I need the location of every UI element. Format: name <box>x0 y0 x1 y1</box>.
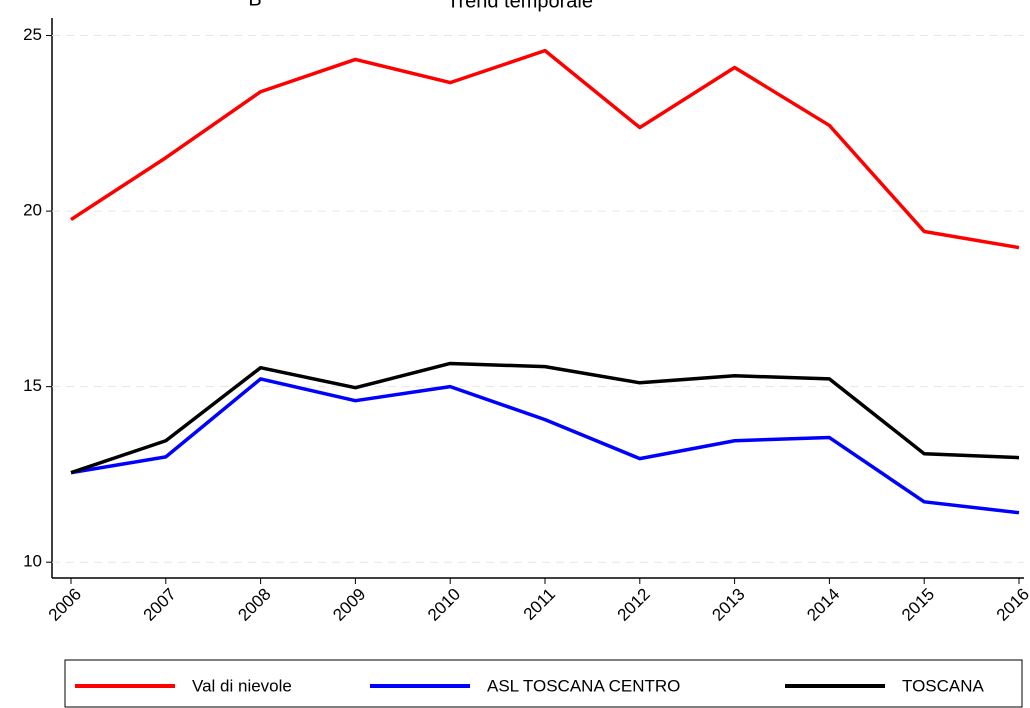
legend-box <box>64 659 1023 708</box>
chart-title: Trend temporale <box>447 0 593 12</box>
y-tick-label: 10 <box>23 552 42 571</box>
x-tick-label: 2006 <box>45 585 85 625</box>
legend-label: TOSCANA <box>902 676 985 695</box>
y-tick-label: 20 <box>23 201 42 220</box>
legend-label: Val di nievole <box>192 676 292 695</box>
series-line <box>70 377 1020 515</box>
x-tick-label: 2016 <box>993 585 1030 625</box>
x-tick-label: 2011 <box>520 585 559 624</box>
x-tick-label: 2007 <box>140 585 180 625</box>
x-tick-label: 2015 <box>898 585 938 625</box>
y-tick-label: 15 <box>23 376 42 395</box>
x-tick-label: 2010 <box>424 585 464 625</box>
series-line <box>70 361 1020 475</box>
series-line <box>70 48 1020 250</box>
x-tick-label: 2009 <box>329 585 369 625</box>
x-tick-label: 2008 <box>234 585 274 625</box>
y-tick-label: 25 <box>23 25 42 44</box>
x-tick-label: 2013 <box>708 585 748 625</box>
legend-label: ASL TOSCANA CENTRO <box>487 676 680 695</box>
panel-label: B <box>248 0 261 10</box>
x-tick-label: 2012 <box>614 585 654 625</box>
x-tick-label: 2014 <box>803 585 843 625</box>
